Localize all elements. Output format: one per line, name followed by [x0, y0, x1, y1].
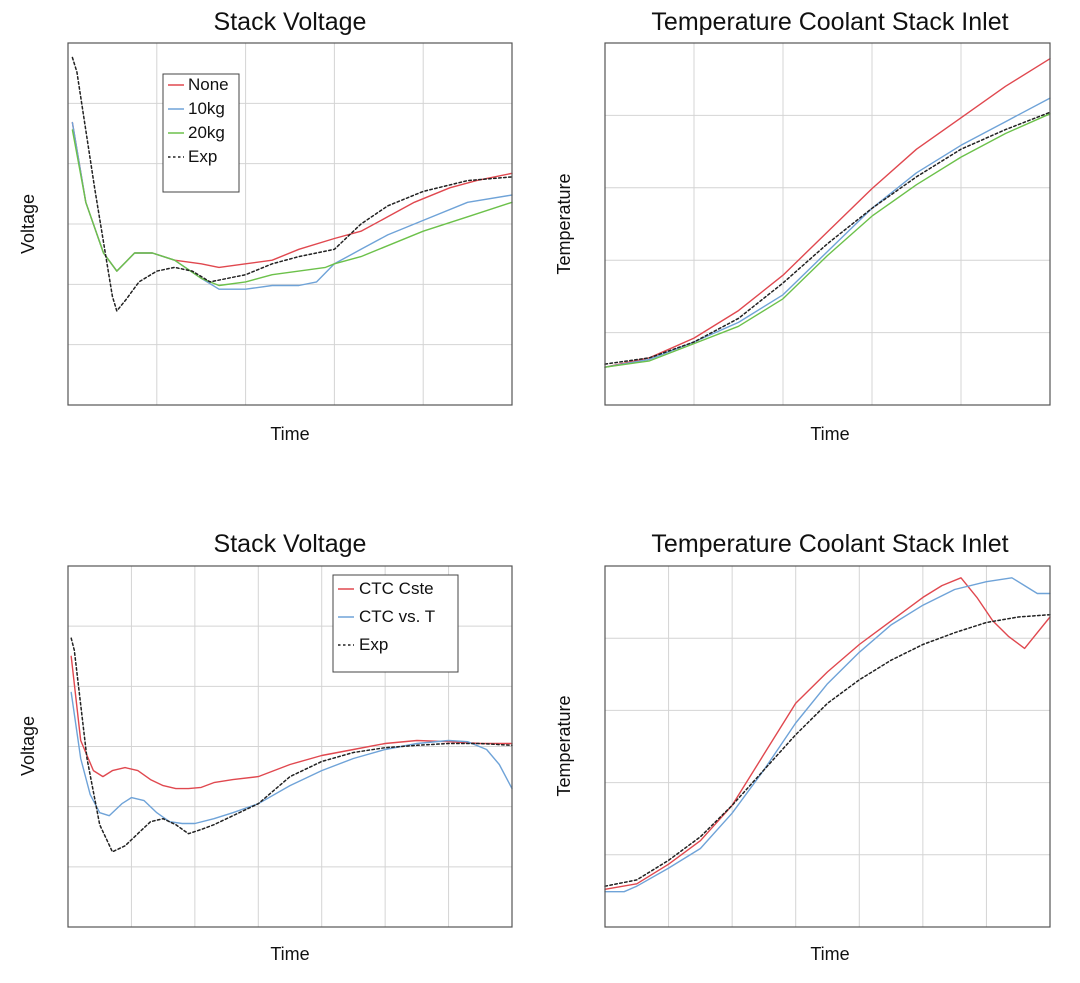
- chart-panel-1: Stack Voltage Time Voltage None 10kg 20kg Exp: [18, 8, 513, 444]
- x-axis-label: Time: [270, 424, 309, 444]
- y-axis-label: Temperature: [554, 695, 574, 796]
- series-line-none: [71, 121, 513, 272]
- legend-label-none: None: [188, 75, 229, 94]
- series-line-ctc-cste: [70, 655, 513, 790]
- series-line-red-1: [604, 58, 1051, 368]
- grid: [68, 566, 512, 927]
- series-line-blue-2: [604, 577, 1051, 893]
- x-axis-label: Time: [270, 944, 309, 964]
- plot-frame: [67, 565, 513, 928]
- x-axis-label: Time: [810, 424, 849, 444]
- grid: [605, 566, 1050, 927]
- series-line-10kg: [71, 121, 513, 290]
- y-axis-label: Temperature: [554, 173, 574, 274]
- series-line-ctc-vs-t: [70, 691, 513, 825]
- series-line-green-3: [604, 113, 1051, 368]
- legend-label-ctc-vs-t: CTC vs. T: [359, 607, 435, 626]
- legend: None 10kg 20kg Exp: [162, 73, 240, 193]
- x-axis-label: Time: [810, 944, 849, 964]
- legend-label-exp: Exp: [188, 147, 217, 166]
- grid: [68, 43, 512, 405]
- legend-label-exp: Exp: [359, 635, 388, 654]
- chart-title: Stack Voltage: [214, 530, 367, 558]
- series-line-black-4: [604, 111, 1051, 365]
- legend: CTC Cste CTC vs. T Exp: [332, 574, 459, 673]
- chart-title: Temperature Coolant Stack Inlet: [651, 530, 1008, 558]
- legend-box: [332, 574, 459, 673]
- legend-label-ctc-cste: CTC Cste: [359, 579, 434, 598]
- chart-title: Temperature Coolant Stack Inlet: [651, 8, 1008, 36]
- chart-title: Stack Voltage: [214, 8, 367, 36]
- series-line-exp: [71, 56, 513, 312]
- grid: [605, 43, 1050, 405]
- series-line-20kg: [71, 129, 513, 287]
- series-line-red-1: [604, 577, 1051, 890]
- chart-panel-3: Stack Voltage Time Voltage CTC Cste CTC vs. …: [18, 530, 513, 964]
- legend-label-20kg: 20kg: [188, 123, 225, 142]
- legend-box: [162, 73, 240, 193]
- chart-panel-4: Temperature Coolant Stack Inlet Time Tempe…: [554, 530, 1051, 964]
- legend-label-10kg: 10kg: [188, 99, 225, 118]
- y-axis-label: Voltage: [18, 716, 38, 776]
- plot-frame: [67, 42, 513, 406]
- chart-panel-2: Temperature Coolant Stack Inlet Time Tempe…: [554, 8, 1051, 444]
- plot-frame: [604, 565, 1051, 928]
- y-axis-label: Voltage: [18, 194, 38, 254]
- plot-frame: [604, 42, 1051, 406]
- series-line-black-3: [604, 613, 1051, 887]
